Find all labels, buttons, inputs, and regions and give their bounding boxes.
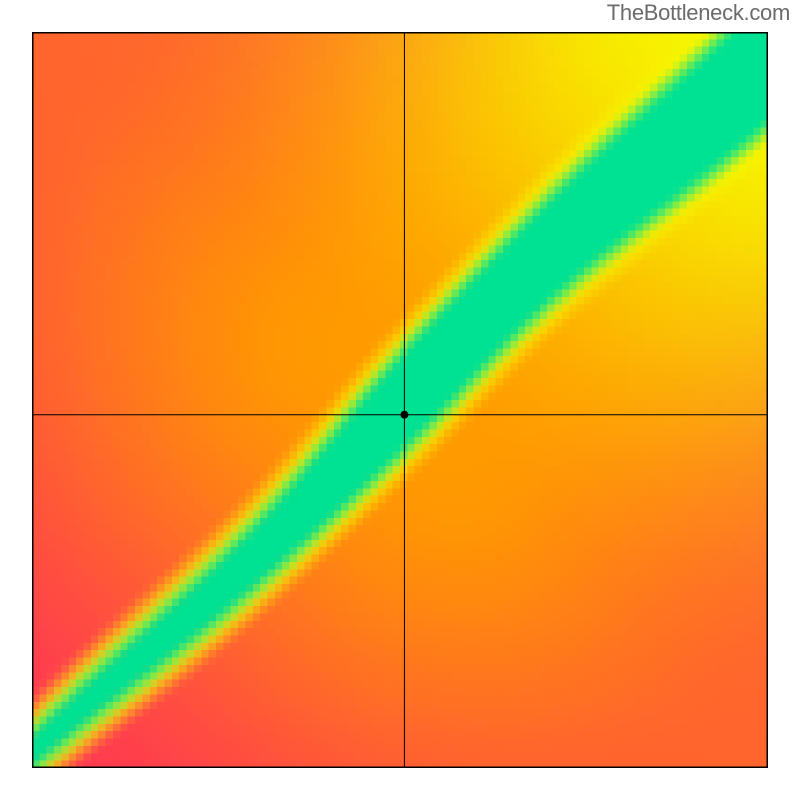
watermark-text: TheBottleneck.com bbox=[607, 0, 790, 26]
bottleneck-heatmap bbox=[32, 32, 768, 768]
